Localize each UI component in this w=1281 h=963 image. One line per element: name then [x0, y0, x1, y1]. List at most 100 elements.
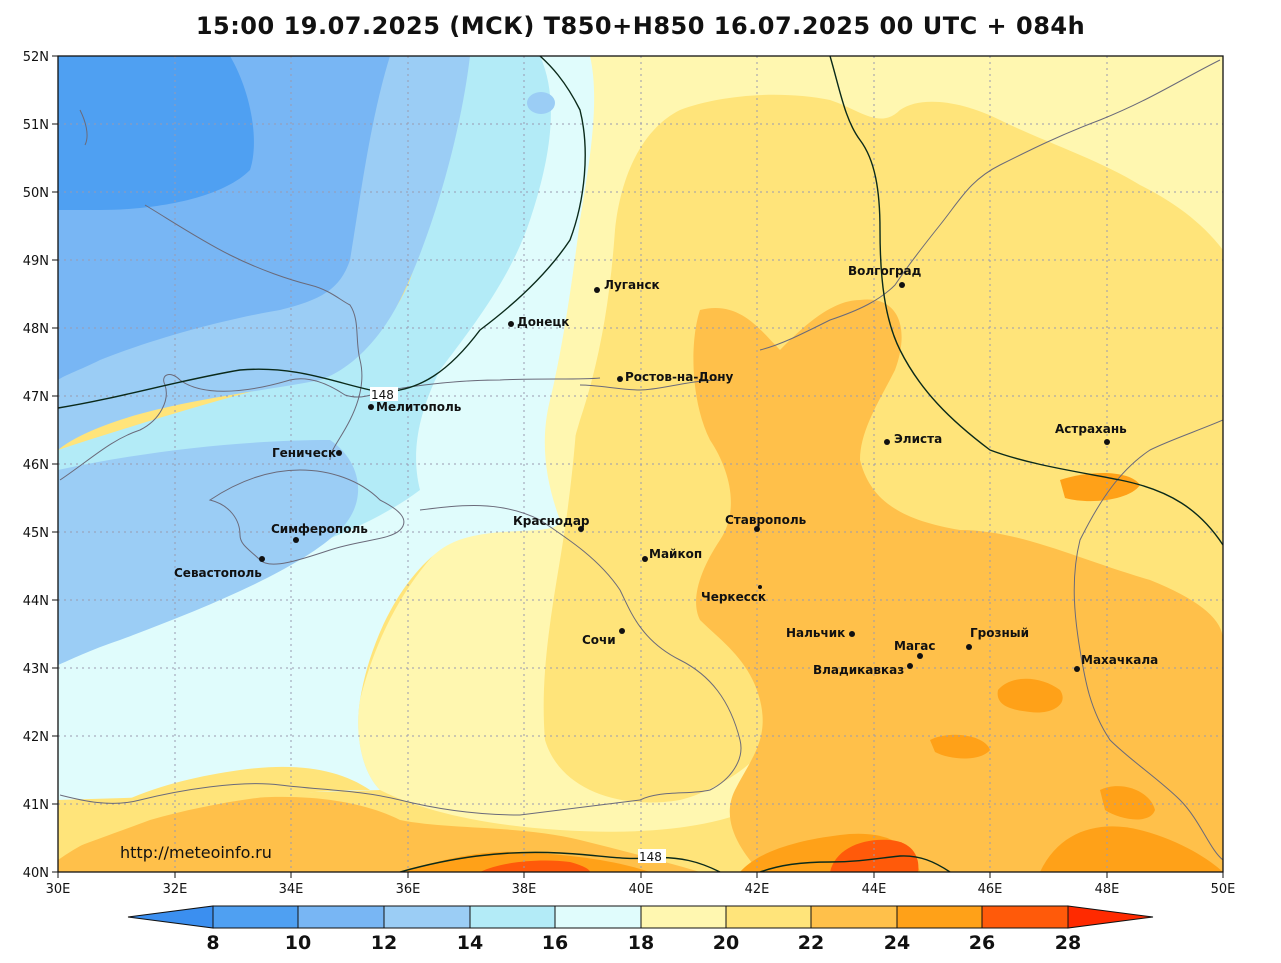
svg-text:45N: 45N: [23, 526, 49, 541]
city-sevastopol: Севастополь: [174, 556, 265, 580]
svg-text:Грозный: Грозный: [970, 626, 1029, 640]
city-astrakhan: Астрахань: [1055, 422, 1127, 445]
contour-label-2: 148: [638, 849, 666, 864]
band-22-24: [693, 299, 1223, 872]
band-24-26-g: [930, 734, 990, 759]
grid: [58, 56, 1223, 872]
colorbar-18-20: [640, 905, 727, 929]
svg-text:51N: 51N: [23, 118, 49, 133]
svg-text:41N: 41N: [23, 798, 49, 813]
city-makhachkala: Махачкала: [1074, 653, 1158, 672]
band-8-10: [58, 56, 254, 210]
svg-text:34E: 34E: [279, 882, 304, 897]
city-donetsk: Донецк: [508, 315, 569, 329]
svg-text:46E: 46E: [978, 882, 1003, 897]
blob-12-14: [527, 92, 555, 114]
city-sochi: Сочи: [582, 628, 625, 647]
axis-ticks: [52, 55, 1224, 878]
svg-text:Нальчик: Нальчик: [786, 626, 845, 640]
svg-text:Владикавказ: Владикавказ: [813, 663, 904, 677]
colorbar-14-16: [469, 905, 556, 929]
city-lugansk: Луганск: [594, 278, 660, 293]
svg-text:24: 24: [884, 932, 910, 954]
svg-text:40N: 40N: [23, 866, 49, 881]
band-24-26-d: [1040, 826, 1223, 872]
svg-text:42E: 42E: [745, 882, 770, 897]
contour-label-1: 148: [370, 387, 398, 402]
band-20-22-south: [58, 766, 370, 855]
city-nalchik: Нальчик: [786, 626, 855, 640]
city-stavropol: Ставрополь: [725, 513, 807, 532]
colorbar-above-28: [1067, 905, 1154, 929]
svg-text:22: 22: [798, 932, 824, 954]
colorbar-below-8: [127, 905, 214, 929]
svg-text:Черкесск: Черкесск: [701, 590, 766, 604]
svg-text:42N: 42N: [23, 730, 49, 745]
svg-text:26: 26: [969, 932, 995, 954]
city-melitopol: Мелитополь: [368, 400, 462, 414]
colorbar-10-12: [297, 905, 385, 929]
city-elista: Элиста: [884, 432, 942, 446]
svg-text:40E: 40E: [629, 882, 654, 897]
colorbar-26-28: [981, 905, 1069, 929]
svg-text:14: 14: [457, 932, 483, 954]
svg-text:52N: 52N: [23, 50, 49, 65]
svg-text:Мелитополь: Мелитополь: [376, 400, 462, 414]
svg-text:Геническ: Геническ: [272, 446, 336, 460]
colorbar-labels: 8 10 12 14 16 18 20 22 24 26 28: [206, 932, 1081, 954]
svg-text:38E: 38E: [512, 882, 537, 897]
svg-text:148: 148: [639, 850, 662, 864]
svg-text:50N: 50N: [23, 186, 49, 201]
band-24-26-b: [1100, 786, 1155, 820]
svg-text:Сочи: Сочи: [582, 633, 616, 647]
band-16-18: [58, 56, 595, 800]
city-volgograd: Волгоград: [848, 264, 922, 288]
svg-text:48N: 48N: [23, 322, 49, 337]
svg-text:49N: 49N: [23, 254, 49, 269]
svg-text:12: 12: [371, 932, 397, 954]
svg-text:Ставрополь: Ставрополь: [725, 513, 807, 527]
city-maikop: Майкоп: [642, 547, 702, 562]
band-24-26-a: [997, 678, 1063, 713]
lat-labels: 40N 41N 42N 43N 44N 45N 46N 47N 48N 49N …: [23, 50, 49, 881]
coastlines: [59, 59, 1223, 861]
svg-text:Элиста: Элиста: [894, 432, 942, 446]
svg-text:Луганск: Луганск: [604, 278, 660, 292]
svg-text:20: 20: [713, 932, 739, 954]
svg-text:Севастополь: Севастополь: [174, 566, 262, 580]
svg-text:32E: 32E: [163, 882, 188, 897]
band-12-14-south: [58, 440, 359, 665]
colorbar-24-26: [896, 905, 983, 929]
city-krasnodar: Краснодар: [513, 514, 590, 532]
colorbar-22-24: [810, 905, 898, 929]
svg-text:50E: 50E: [1211, 882, 1236, 897]
city-grozny: Грозный: [966, 626, 1029, 650]
credit-text: http://meteoinfo.ru: [120, 843, 272, 862]
city-magas: Магас: [894, 639, 936, 659]
svg-text:148: 148: [371, 388, 394, 402]
svg-text:10: 10: [285, 932, 311, 954]
city-simferopol: Симферополь: [271, 522, 368, 543]
map-title: 15:00 19.07.2025 (МСК) T850+H850 16.07.2…: [195, 12, 1086, 40]
svg-text:Магас: Магас: [894, 639, 936, 653]
svg-text:Ростов-на-Дону: Ростов-на-Дону: [625, 370, 734, 384]
svg-text:36E: 36E: [396, 882, 421, 897]
temperature-field: 148 148 Луганск Донецк Волгоград Ростов-…: [58, 56, 1223, 872]
svg-text:Махачкала: Махачкала: [1081, 653, 1158, 667]
city-cherkessk: Черкесск: [701, 585, 766, 604]
svg-text:46N: 46N: [23, 458, 49, 473]
svg-text:8: 8: [206, 932, 219, 954]
svg-text:47N: 47N: [23, 390, 49, 405]
colorbar-16-18: [554, 905, 642, 929]
svg-text:Симферополь: Симферополь: [271, 522, 368, 536]
svg-text:48E: 48E: [1095, 882, 1120, 897]
colorbar-12-14: [383, 905, 471, 929]
svg-text:18: 18: [628, 932, 654, 954]
svg-text:16: 16: [542, 932, 568, 954]
band-26-28-b: [480, 860, 590, 872]
svg-text:Майкоп: Майкоп: [649, 547, 702, 561]
cities: Луганск Донецк Волгоград Ростов-на-Дону …: [174, 264, 1158, 677]
svg-text:Краснодар: Краснодар: [513, 514, 590, 528]
svg-text:28: 28: [1055, 932, 1081, 954]
